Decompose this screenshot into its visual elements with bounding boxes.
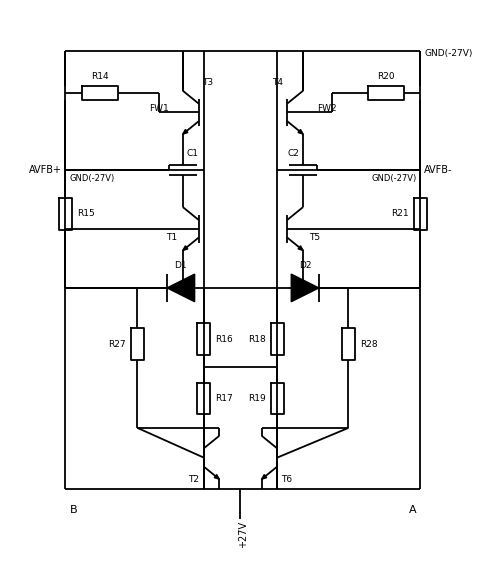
Text: R14: R14 [91, 72, 108, 81]
Text: T4: T4 [272, 78, 283, 87]
Text: D1: D1 [174, 261, 187, 270]
Text: FW1: FW1 [149, 104, 168, 113]
Text: R18: R18 [247, 334, 265, 343]
Text: GND(-27V): GND(-27V) [370, 174, 416, 183]
Text: AVFB+: AVFB+ [29, 165, 61, 175]
Text: A: A [408, 505, 416, 515]
Text: +27V: +27V [238, 521, 247, 548]
Text: D2: D2 [298, 261, 311, 270]
Text: C2: C2 [287, 149, 299, 158]
Text: GND(-27V): GND(-27V) [69, 174, 114, 183]
Polygon shape [297, 246, 302, 250]
Polygon shape [261, 474, 266, 479]
Text: R21: R21 [390, 209, 408, 218]
Text: R28: R28 [360, 340, 377, 349]
Text: GND(-27V): GND(-27V) [424, 49, 472, 58]
Polygon shape [297, 130, 302, 134]
Text: T2: T2 [188, 475, 199, 484]
Text: R17: R17 [215, 394, 233, 403]
Text: T1: T1 [166, 233, 177, 242]
Text: R27: R27 [108, 340, 125, 349]
Text: C1: C1 [186, 149, 198, 158]
Polygon shape [182, 130, 187, 134]
Text: T6: T6 [281, 475, 292, 484]
Text: R19: R19 [247, 394, 265, 403]
Text: AVFB-: AVFB- [424, 165, 452, 175]
Polygon shape [182, 246, 187, 250]
Polygon shape [291, 274, 318, 302]
Polygon shape [166, 274, 194, 302]
Text: FW2: FW2 [316, 104, 336, 113]
Text: R16: R16 [215, 334, 233, 343]
Text: R15: R15 [77, 209, 95, 218]
Polygon shape [214, 474, 219, 479]
Text: R20: R20 [377, 72, 394, 81]
Text: T5: T5 [308, 233, 319, 242]
Text: T3: T3 [202, 78, 213, 87]
Text: B: B [69, 505, 77, 515]
